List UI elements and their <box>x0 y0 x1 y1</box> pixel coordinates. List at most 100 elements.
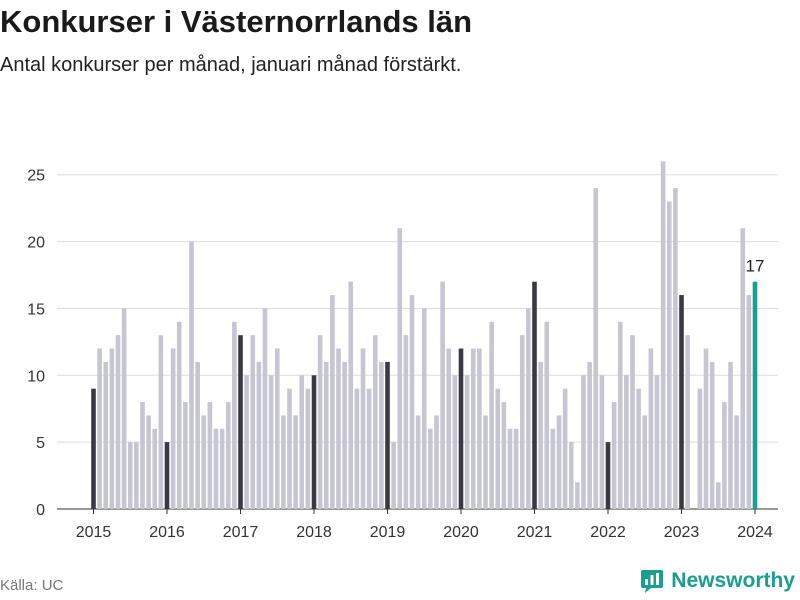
y-tick-label: 20 <box>27 235 45 252</box>
bar <box>556 415 562 509</box>
bar <box>103 361 109 509</box>
bar <box>464 375 470 509</box>
bar <box>562 388 568 509</box>
bar <box>648 348 654 509</box>
bar <box>397 228 403 509</box>
bar <box>550 428 556 509</box>
bar <box>170 348 176 509</box>
x-tick-label: 2017 <box>223 524 259 541</box>
bar <box>244 375 249 509</box>
bar <box>440 281 445 509</box>
bar <box>342 361 347 509</box>
bar <box>189 241 194 509</box>
bar <box>238 335 243 509</box>
chart-subtitle: Antal konkurser per månad, januari månad… <box>0 54 462 76</box>
bar <box>317 335 323 509</box>
bar <box>201 415 207 509</box>
bar <box>728 361 733 509</box>
bar <box>470 348 476 509</box>
bar <box>287 388 292 509</box>
bar <box>140 402 145 509</box>
bar <box>360 348 366 509</box>
bar <box>354 388 360 509</box>
y-tick-label: 25 <box>27 168 45 185</box>
bar <box>544 321 550 509</box>
bar <box>673 188 678 509</box>
source-note: Källa: UC <box>0 577 64 594</box>
bar <box>158 335 164 509</box>
bar <box>446 348 452 509</box>
bar <box>722 402 727 509</box>
bar <box>336 348 341 509</box>
bar <box>391 442 396 509</box>
bar <box>262 308 268 509</box>
bar <box>660 161 666 510</box>
bar <box>385 361 390 509</box>
bar <box>630 335 635 509</box>
bar <box>232 321 237 509</box>
y-tick-label: 0 <box>36 502 45 519</box>
bar <box>225 402 231 509</box>
bar <box>311 375 317 509</box>
bar <box>281 415 286 509</box>
bar <box>305 388 311 509</box>
bar <box>507 428 513 509</box>
bar <box>409 295 415 509</box>
bar <box>164 442 170 509</box>
bar <box>415 415 421 509</box>
bar <box>593 188 599 509</box>
bar <box>489 321 494 509</box>
bar <box>195 361 200 509</box>
bar <box>740 228 746 509</box>
bar <box>274 348 280 509</box>
x-tick-label: 2015 <box>76 524 112 541</box>
annotations: 17 <box>746 257 765 276</box>
bar <box>538 361 543 509</box>
bar <box>599 375 605 509</box>
bar <box>526 308 531 509</box>
bar <box>428 428 433 509</box>
bar <box>256 361 262 509</box>
newsworthy-logo-icon <box>641 570 664 593</box>
bar <box>366 388 372 509</box>
x-tick-label: 2023 <box>664 524 700 541</box>
x-tick-label: 2022 <box>590 524 626 541</box>
bar <box>213 428 219 509</box>
bar <box>250 335 256 509</box>
bar <box>323 361 329 509</box>
bar <box>109 348 115 509</box>
bar <box>666 201 672 509</box>
bar <box>293 415 298 509</box>
bar <box>348 281 354 509</box>
bar <box>115 335 121 509</box>
bar <box>642 415 648 509</box>
bar <box>513 428 519 509</box>
bar <box>734 415 739 509</box>
bar <box>746 295 752 509</box>
x-tick-label: 2018 <box>296 524 332 541</box>
bar <box>654 375 660 509</box>
bar <box>477 348 482 509</box>
bar <box>568 442 574 509</box>
bar <box>587 361 592 509</box>
bar <box>372 335 378 509</box>
x-tick-label: 2020 <box>443 524 479 541</box>
y-axis: 0 5 10 15 20 25 <box>27 168 45 519</box>
bar <box>452 375 458 509</box>
bar <box>146 415 151 509</box>
bar <box>679 295 684 509</box>
bar <box>379 361 384 509</box>
bars <box>91 161 758 510</box>
y-tick-label: 5 <box>36 435 45 452</box>
brand[interactable]: Newsworthy <box>639 568 795 594</box>
bar <box>611 402 617 509</box>
bar <box>575 482 580 509</box>
bar <box>183 402 188 509</box>
bar <box>219 428 225 509</box>
bar <box>715 482 721 509</box>
bar <box>434 415 439 509</box>
bar <box>685 335 690 509</box>
x-tick-label: 2024 <box>737 524 773 541</box>
bar <box>458 348 464 509</box>
x-tick-label: 2021 <box>517 524 553 541</box>
